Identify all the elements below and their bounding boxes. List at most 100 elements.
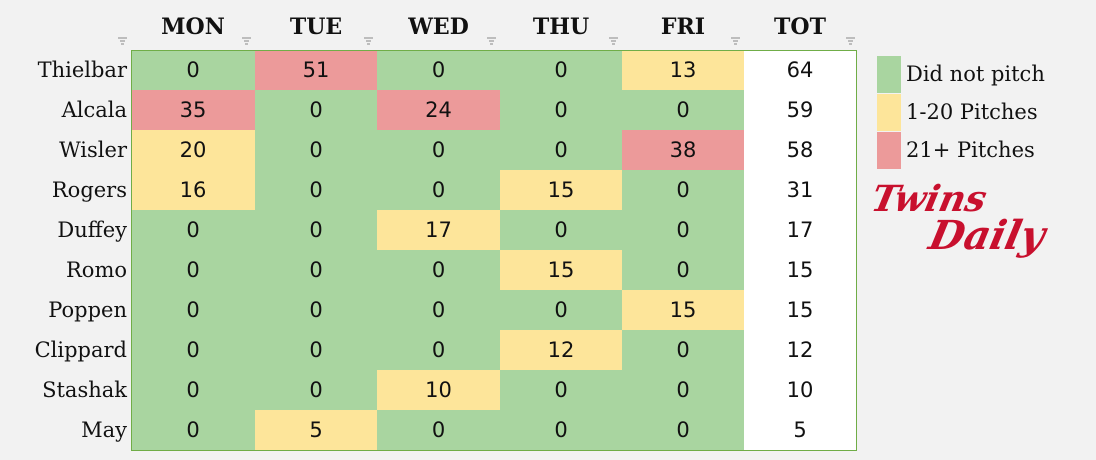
filter-glyph (118, 37, 127, 45)
value-cell: 59 (744, 90, 856, 130)
value-cell: 0 (622, 90, 744, 130)
filter-icon (242, 30, 251, 45)
value-cell: 0 (500, 410, 622, 450)
value-cell: 15 (744, 290, 856, 330)
value-cell: 38 (622, 130, 744, 170)
value-cell: 15 (744, 250, 856, 290)
row-name: Wisler (59, 138, 127, 162)
filter-icon (118, 30, 127, 45)
value-cell: 16 (131, 170, 255, 210)
value-cell: 31 (744, 170, 856, 210)
value-cell: 15 (500, 250, 622, 290)
value-cell: 13 (622, 50, 744, 90)
row-name: Romo (65, 258, 127, 282)
value-cell: 0 (255, 330, 377, 370)
value-cell: 0 (131, 210, 255, 250)
value-cell: 0 (377, 130, 500, 170)
value-cell: 0 (131, 330, 255, 370)
row-name: Duffey (57, 218, 127, 242)
legend-label: 1-20 Pitches (906, 100, 1038, 124)
filter-glyph (487, 37, 496, 45)
filter-icon (487, 30, 496, 45)
row-name: Alcala (61, 98, 127, 122)
value-cell: 0 (131, 410, 255, 450)
value-cell: 0 (377, 250, 500, 290)
value-cell: 17 (744, 210, 856, 250)
value-cell: 0 (500, 370, 622, 410)
legend-label: Did not pitch (906, 62, 1045, 86)
value-cell: 20 (131, 130, 255, 170)
column-header: THU (532, 14, 590, 40)
filter-icon (846, 30, 855, 45)
filter-glyph (364, 37, 373, 45)
value-cell: 0 (131, 250, 255, 290)
value-cell: 0 (622, 330, 744, 370)
value-cell: 0 (255, 170, 377, 210)
column-header: WED (408, 14, 469, 40)
value-cell: 17 (377, 210, 500, 250)
value-cell: 0 (131, 370, 255, 410)
value-cell: 0 (377, 170, 500, 210)
legend-label: 21+ Pitches (906, 138, 1035, 162)
value-cell: 0 (622, 410, 744, 450)
value-cell: 0 (255, 250, 377, 290)
value-cell: 5 (255, 410, 377, 450)
value-cell: 12 (500, 330, 622, 370)
value-cell: 0 (131, 290, 255, 330)
value-cell: 0 (622, 210, 744, 250)
filter-icon (364, 30, 373, 45)
filter-glyph (731, 37, 740, 45)
filter-icon (731, 30, 740, 45)
filter-glyph (609, 37, 618, 45)
row-name: Thielbar (37, 58, 127, 82)
column-header: FRI (660, 14, 706, 40)
value-cell: 0 (377, 330, 500, 370)
value-cell: 0 (255, 370, 377, 410)
value-cell: 0 (622, 250, 744, 290)
value-cell: 0 (131, 50, 255, 90)
value-cell: 0 (255, 210, 377, 250)
table-border (131, 50, 857, 451)
value-cell: 0 (377, 410, 500, 450)
value-cell: 0 (377, 290, 500, 330)
column-header: TOT (774, 14, 826, 40)
logo-word: Daily (925, 212, 1050, 259)
value-cell: 35 (131, 90, 255, 130)
row-name: Rogers (51, 178, 127, 202)
value-cell: 10 (744, 370, 856, 410)
legend-swatch (877, 56, 901, 93)
column-header: TUE (289, 14, 343, 40)
value-cell: 15 (500, 170, 622, 210)
row-name: Stashak (42, 378, 127, 402)
filter-glyph (242, 37, 251, 45)
value-cell: 0 (622, 370, 744, 410)
value-cell: 0 (500, 290, 622, 330)
legend-swatch (877, 132, 901, 169)
value-cell: 0 (500, 50, 622, 90)
legend-swatch (877, 94, 901, 131)
column-header: MON (161, 14, 225, 40)
value-cell: 0 (255, 130, 377, 170)
value-cell: 0 (500, 130, 622, 170)
value-cell: 0 (377, 50, 500, 90)
value-cell: 0 (622, 170, 744, 210)
value-cell: 15 (622, 290, 744, 330)
row-name: Poppen (48, 298, 127, 322)
value-cell: 0 (255, 290, 377, 330)
value-cell: 58 (744, 130, 856, 170)
filter-glyph (846, 37, 855, 45)
value-cell: 10 (377, 370, 500, 410)
filter-icon (609, 30, 618, 45)
value-cell: 5 (744, 410, 856, 450)
row-name: Clippard (34, 338, 127, 362)
value-cell: 24 (377, 90, 500, 130)
value-cell: 51 (255, 50, 377, 90)
value-cell: 12 (744, 330, 856, 370)
value-cell: 0 (500, 210, 622, 250)
value-cell: 64 (744, 50, 856, 90)
value-cell: 0 (255, 90, 377, 130)
value-cell: 0 (500, 90, 622, 130)
row-name: May (81, 418, 127, 442)
